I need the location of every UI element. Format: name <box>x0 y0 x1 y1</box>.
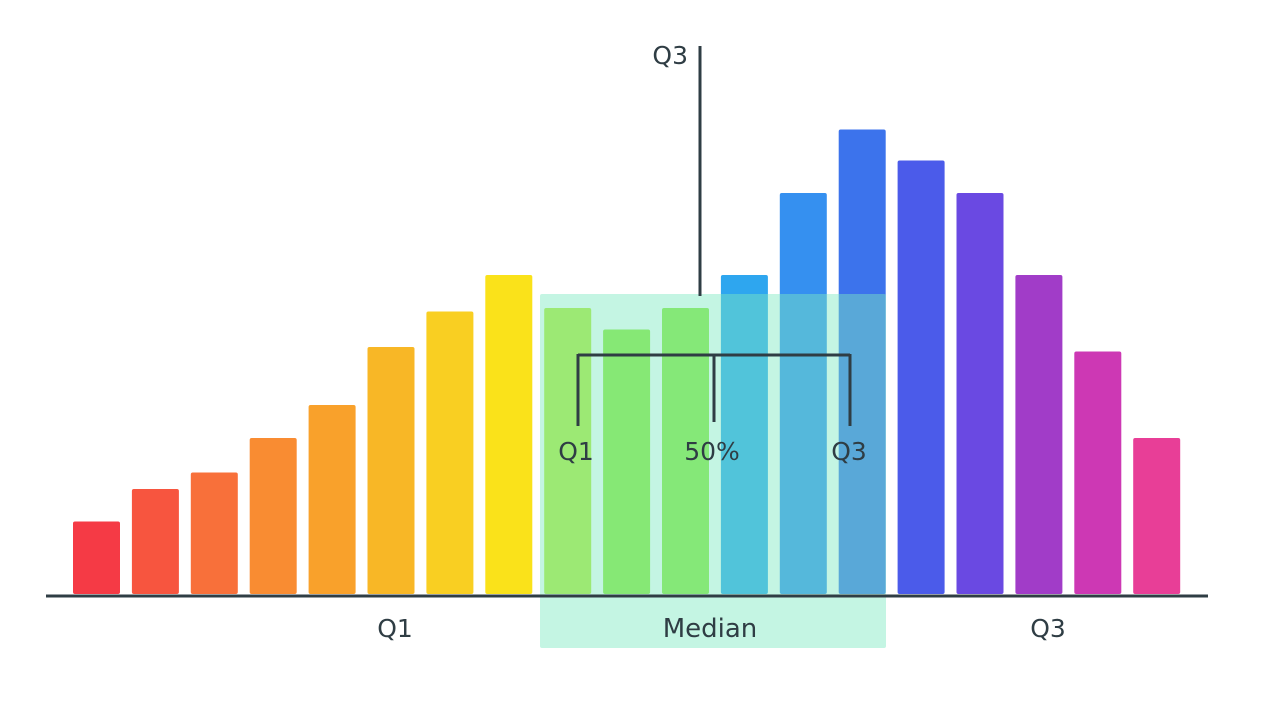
bar-2 <box>131 489 179 594</box>
bars-group <box>73 129 1181 594</box>
median-band <box>540 294 886 648</box>
bar-10 <box>603 329 651 594</box>
bracket-median-label: 50% <box>684 437 740 466</box>
bar-4 <box>249 438 297 594</box>
bar-15 <box>897 160 945 594</box>
bar-14 <box>838 129 886 594</box>
bar-6 <box>367 347 415 594</box>
bracket-q1-label: Q1 <box>558 437 594 466</box>
bar-18 <box>1074 351 1122 594</box>
bar-5 <box>308 405 356 594</box>
bar-8 <box>485 275 533 594</box>
axis-median-label: Median <box>663 614 758 644</box>
axis-q1-label: Q1 <box>377 614 413 643</box>
bracket-q3-label: Q3 <box>831 437 867 466</box>
bar-13 <box>779 193 827 594</box>
bar-7 <box>426 311 474 594</box>
bar-19 <box>1133 438 1181 594</box>
axis-q3-label: Q3 <box>1030 614 1066 643</box>
bar-3 <box>190 472 238 594</box>
quartile-bracket <box>576 353 852 426</box>
bar-16 <box>956 193 1004 594</box>
bar-17 <box>1015 275 1063 594</box>
bar-1 <box>73 521 120 594</box>
bar-11 <box>662 308 709 594</box>
top-q3-label: Q3 <box>652 41 688 70</box>
